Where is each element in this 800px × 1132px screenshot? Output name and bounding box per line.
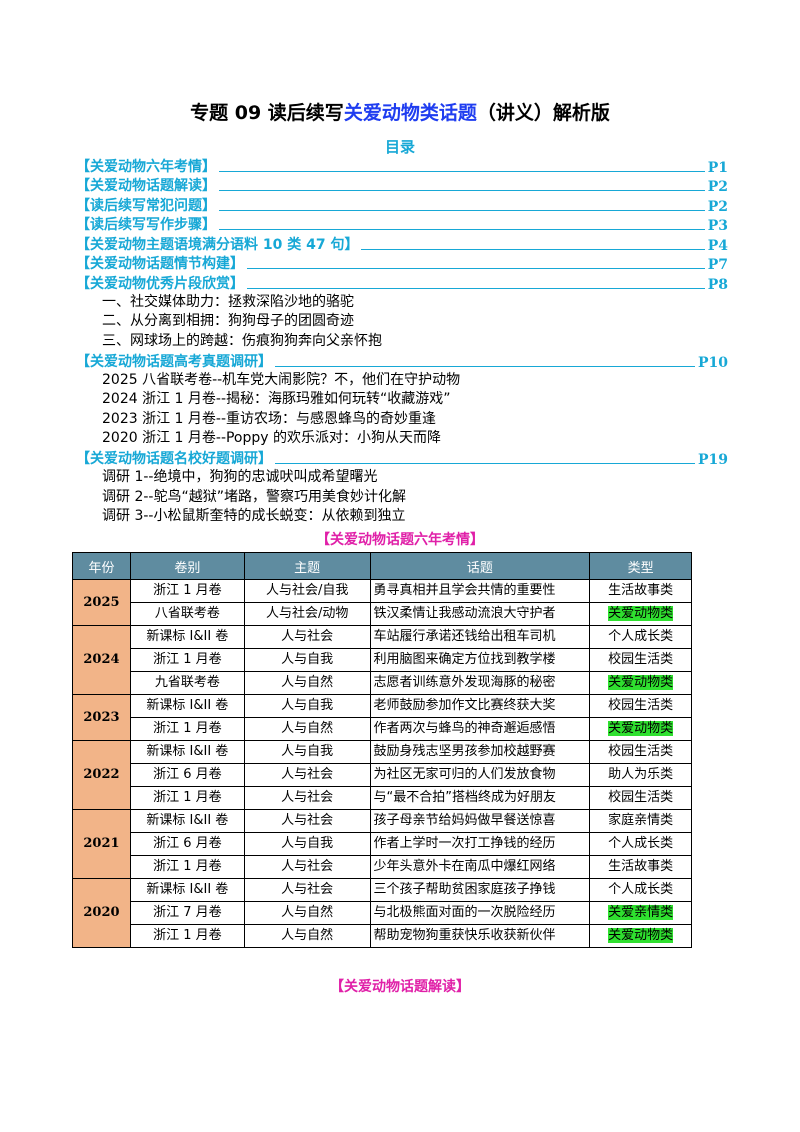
table-row: 浙江 1 月卷 人与自我 利用脑图来确定方位找到教学楼 校园生活类	[73, 648, 692, 672]
table-row: 浙江 1 月卷 人与自然 作者两次与蜂鸟的神奇邂逅感悟 关爱动物类	[73, 717, 692, 741]
exam-history-table: 年份 卷别 主题 话题 类型 2025 浙江 1 月卷 人与社会/自我 勇寻真相…	[72, 552, 692, 948]
toc-entry[interactable]: 【关爱动物话题解读】 P2	[76, 178, 728, 195]
highlighted-type: 关爱亲情类	[608, 905, 674, 920]
highlighted-type: 关爱动物类	[608, 675, 674, 690]
year-cell: 2022	[72, 740, 131, 810]
table-row: 2022 新课标 I&II 卷 人与自我 鼓励身残志坚男孩参加校越野赛 校园生活…	[72, 740, 692, 810]
table-row: 浙江 1 月卷 人与自然 帮助宠物狗重获快乐收获新伙伴 关爱动物类	[73, 924, 692, 948]
toc-subitem[interactable]: 调研 3--小松鼠斯奎特的成长蜕变：从依赖到独立	[102, 508, 406, 524]
toc-entry[interactable]: 【读后续写常犯问题】 P2	[76, 197, 728, 215]
toc-subitem[interactable]: 调研 2--鸵鸟“越狱”堵路，警察巧用美食妙计化解	[102, 488, 406, 505]
header-topic: 话题	[369, 552, 591, 580]
toc-entry[interactable]: 【关爱动物六年考情】 P1	[76, 158, 728, 176]
toc-subitem[interactable]: 2024 浙江 1 月卷--揭秘：海豚玛雅如何玩转“收藏游戏”	[102, 391, 451, 407]
table-row: 2024 新课标 I&II 卷 人与社会 车站履行承诺还钱给出租车司机 个人成长…	[72, 625, 692, 695]
toc-entry[interactable]: 【关爱动物话题高考真题调研】 P10	[76, 353, 728, 371]
toc-subitem[interactable]: 一、社交媒体助力：拯救深陷沙地的骆驼	[102, 293, 354, 310]
year-cell: 2025	[72, 579, 131, 626]
toc-subitem[interactable]: 2025 八省联考卷--机车党大闹影院？不，他们在守护动物	[102, 371, 461, 388]
header-type: 类型	[589, 552, 692, 580]
table-row: 浙江 7 月卷 人与自然 与北极熊面对面的一次脱险经历 关爱亲情类	[73, 901, 692, 925]
table-row: 2023 新课标 I&II 卷 人与自我 老师鼓励参加作文比赛终获大奖 校园生活…	[72, 694, 692, 741]
title-suffix: （讲义）解析版	[476, 102, 610, 124]
year-cell: 2023	[72, 694, 131, 741]
section-heading-topic-interpretation: 【关爱动物话题解读】	[330, 979, 470, 995]
highlighted-type: 关爱动物类	[608, 606, 674, 621]
toc-subitem[interactable]: 三、网球场上的跨越：伤痕狗狗奔向父亲怀抱	[102, 332, 382, 349]
toc-entry[interactable]: 【关爱动物主题语境满分语料 10 类 47 句】 P4	[76, 236, 728, 254]
table-row: 浙江 1 月卷 人与社会 与“最不合拍”搭档终成为好朋友 校园生活类	[73, 786, 692, 810]
header-paper: 卷别	[129, 552, 245, 580]
table-row: 2021 新课标 I&II 卷 人与社会 孩子母亲节给妈妈做早餐送惊喜 家庭亲情…	[72, 809, 692, 879]
toc-entry[interactable]: 【读后续写写作步骤】 P3	[76, 217, 728, 234]
table-row: 2020 新课标 I&II 卷 人与社会 三个孩子帮助贫困家庭孩子挣钱 个人成长…	[72, 878, 692, 948]
toc-entry[interactable]: 【关爱动物优秀片段欣赏】 P8	[76, 275, 728, 293]
toc-heading: 目录	[384, 138, 415, 156]
toc-entry[interactable]: 【关爱动物话题情节构建】 P7	[76, 256, 728, 273]
header-theme: 主题	[243, 552, 371, 580]
table-row: 九省联考卷 人与自然 志愿者训练意外发现海豚的秘密 关爱动物类	[73, 671, 692, 695]
toc-subitem[interactable]: 二、从分离到相拥：狗狗母子的团圆奇迹	[102, 313, 354, 329]
table-row: 浙江 6 月卷 人与自我 作者上学时一次打工挣钱的经历 个人成长类	[73, 832, 692, 856]
title-highlight: 关爱动物类话题	[343, 102, 477, 124]
section-heading-exam-history: 【关爱动物话题六年考情】	[316, 532, 484, 548]
table-row: 八省联考卷 人与社会/动物 铁汉柔情让我感动流浪大守护者 关爱动物类	[73, 602, 692, 626]
document-title: 专题 09 读后续写关爱动物类话题（讲义）解析版	[0, 98, 800, 125]
highlighted-type: 关爱动物类	[608, 928, 674, 943]
table-row: 浙江 1 月卷 人与社会 少年头意外卡在南瓜中爆红网络 生活故事类	[73, 855, 692, 879]
toc-subitem[interactable]: 调研 1--绝境中，狗狗的忠诚吠叫成希望曙光	[102, 469, 378, 485]
year-cell: 2021	[72, 809, 131, 879]
header-year: 年份	[72, 552, 131, 580]
table-of-contents: 【关爱动物六年考情】 P1 【关爱动物话题解读】 P2 【读后续写常犯问题】 P2 【…	[76, 156, 728, 527]
toc-subitem[interactable]: 2023 浙江 1 月卷--重访农场：与感恩蜂鸟的奇妙重逢	[102, 410, 436, 427]
year-cell: 2020	[72, 878, 131, 948]
toc-subitem[interactable]: 2020 浙江 1 月卷--Poppy 的欢乐派对：小狗从天而降	[102, 430, 442, 446]
table-row: 浙江 6 月卷 人与社会 为社区无家可归的人们发放食物 助人为乐类	[73, 763, 692, 787]
toc-entry[interactable]: 【关爱动物话题名校好题调研】 P19	[76, 451, 728, 468]
table-header-row: 年份 卷别 主题 话题 类型	[72, 552, 692, 580]
highlighted-type: 关爱动物类	[608, 721, 674, 736]
year-cell: 2024	[72, 625, 131, 695]
title-prefix: 专题 09 读后续写	[190, 102, 344, 124]
table-row: 2025 浙江 1 月卷 人与社会/自我 勇寻真相并且学会共情的重要性 生活故事…	[72, 579, 692, 626]
